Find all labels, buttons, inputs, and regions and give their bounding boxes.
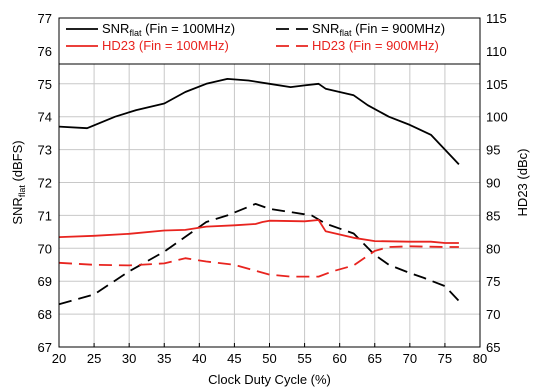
y-right-tick-label: 65 bbox=[486, 340, 500, 355]
y-left-tick-label: 68 bbox=[38, 307, 52, 322]
y-right-tick-label: 80 bbox=[486, 241, 500, 256]
y-left-axis-title: SNRflat (dBFS) bbox=[10, 140, 27, 224]
legend-label-tail: (Fin = 900MHz) bbox=[345, 38, 439, 53]
y-right-tick-label: 110 bbox=[486, 44, 507, 59]
y-left-tick-label: 75 bbox=[38, 77, 52, 92]
legend-label-sub: flat bbox=[129, 28, 142, 38]
series-line-2 bbox=[58, 202, 460, 306]
y-right-tick-label: 90 bbox=[486, 176, 500, 191]
y-left-tick-label: 67 bbox=[38, 340, 52, 355]
y-right-axis-title: HD23 (dBc) bbox=[515, 149, 530, 217]
x-tick-label: 30 bbox=[122, 351, 136, 366]
legend-label-2: SNRflat (Fin = 900MHz) bbox=[312, 21, 445, 38]
y-right-tick-label: 85 bbox=[486, 208, 500, 223]
y-left-tick-label: 73 bbox=[38, 143, 52, 158]
legend-label-1: SNRflat (Fin = 100MHz) bbox=[102, 21, 235, 38]
legend-label-tail: (Fin = 100MHz) bbox=[135, 38, 229, 53]
y-left-tick-label: 69 bbox=[38, 274, 52, 289]
y-right-tick-label: 100 bbox=[486, 110, 508, 125]
y-left-tick-label: 72 bbox=[38, 176, 52, 191]
x-tick-label: 50 bbox=[262, 351, 276, 366]
grid-layer bbox=[59, 18, 480, 347]
legend-label-base: SNR bbox=[102, 21, 129, 36]
y-right-tick-label: 70 bbox=[486, 307, 500, 322]
y-left-tick-label: 77 bbox=[38, 11, 52, 26]
legend-label-tail: (Fin = 900MHz) bbox=[351, 21, 445, 36]
y-left-tick-label: 76 bbox=[38, 44, 52, 59]
x-tick-label: 60 bbox=[332, 351, 346, 366]
x-tick-label: 45 bbox=[227, 351, 241, 366]
x-tick-label: 65 bbox=[368, 351, 382, 366]
x-tick-label: 25 bbox=[87, 351, 101, 366]
y-left-tick-label: 74 bbox=[38, 110, 52, 125]
legend-layer: SNRflat (Fin = 100MHz) SNRflat (Fin = 900… bbox=[66, 21, 445, 53]
x-tick-label: 55 bbox=[297, 351, 311, 366]
y-left-title-tail: (dBFS) bbox=[10, 140, 25, 185]
legend-label-base: SNR bbox=[312, 21, 339, 36]
legend-label-tail: (Fin = 100MHz) bbox=[141, 21, 235, 36]
y-right-tick-label: 105 bbox=[486, 77, 508, 92]
series-line-3 bbox=[58, 219, 459, 244]
series-layer bbox=[58, 78, 460, 306]
x-tick-label: 20 bbox=[52, 351, 66, 366]
legend-label-4: HD23 (Fin = 900MHz) bbox=[312, 38, 439, 53]
series-line-1 bbox=[58, 78, 460, 166]
y-left-tick-label: 70 bbox=[38, 241, 52, 256]
y-right-tick-label: 115 bbox=[486, 11, 507, 26]
y-left-title-sub: flat bbox=[17, 185, 27, 198]
y-left-tick-label: 71 bbox=[38, 208, 52, 223]
series-line-4 bbox=[58, 245, 459, 278]
y-left-title-base: SNR bbox=[10, 197, 25, 224]
y-right-tick-label: 75 bbox=[486, 274, 500, 289]
x-tick-label: 70 bbox=[403, 351, 417, 366]
x-tick-label: 40 bbox=[192, 351, 206, 366]
x-tick-label: 35 bbox=[157, 351, 171, 366]
legend-label-3: HD23 (Fin = 100MHz) bbox=[102, 38, 229, 53]
tick-layer: 20 25 30 35 40 45 50 55 60 65 70 75 80 67 68 69 70 71 72 73… bbox=[38, 11, 508, 366]
legend-label-base: HD23 bbox=[312, 38, 345, 53]
legend-label-sub: flat bbox=[339, 28, 352, 38]
x-tick-label: 75 bbox=[438, 351, 452, 366]
x-axis-title: Clock Duty Cycle (%) bbox=[208, 372, 331, 387]
y-right-tick-label: 95 bbox=[486, 143, 500, 158]
legend-label-base: HD23 bbox=[102, 38, 135, 53]
x-tick-label: 80 bbox=[473, 351, 487, 366]
